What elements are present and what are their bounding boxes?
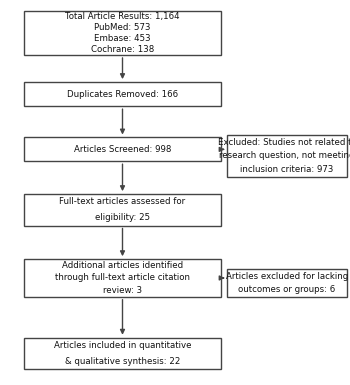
Text: Additional articles identified: Additional articles identified: [62, 261, 183, 270]
Text: outcomes or groups: 6: outcomes or groups: 6: [238, 285, 336, 295]
FancyBboxPatch shape: [25, 82, 221, 106]
FancyBboxPatch shape: [25, 259, 221, 297]
FancyBboxPatch shape: [25, 338, 221, 369]
FancyBboxPatch shape: [228, 269, 346, 297]
Text: Embase: 453: Embase: 453: [94, 34, 151, 43]
Text: & qualitative synthesis: 22: & qualitative synthesis: 22: [65, 357, 180, 366]
Text: Full-text articles assessed for: Full-text articles assessed for: [60, 198, 186, 206]
FancyBboxPatch shape: [228, 135, 346, 177]
FancyBboxPatch shape: [25, 10, 221, 55]
Text: Articles Screened: 998: Articles Screened: 998: [74, 145, 171, 154]
Text: through full-text article citation: through full-text article citation: [55, 273, 190, 283]
FancyBboxPatch shape: [25, 194, 221, 226]
Text: PubMed: 573: PubMed: 573: [94, 23, 151, 32]
Text: Total Article Results: 1,164: Total Article Results: 1,164: [65, 12, 180, 21]
Text: Cochrane: 138: Cochrane: 138: [91, 45, 154, 54]
Text: eligibility: 25: eligibility: 25: [95, 213, 150, 222]
FancyBboxPatch shape: [25, 137, 221, 161]
Text: research question, not meeting: research question, not meeting: [219, 151, 350, 161]
Text: inclusion criteria: 973: inclusion criteria: 973: [240, 165, 334, 174]
Text: Duplicates Removed: 166: Duplicates Removed: 166: [67, 90, 178, 99]
Text: Excluded: Studies not related to: Excluded: Studies not related to: [218, 137, 350, 147]
Text: review: 3: review: 3: [103, 286, 142, 295]
Text: Articles included in quantitative: Articles included in quantitative: [54, 341, 191, 350]
Text: Articles excluded for lacking: Articles excluded for lacking: [226, 271, 348, 281]
